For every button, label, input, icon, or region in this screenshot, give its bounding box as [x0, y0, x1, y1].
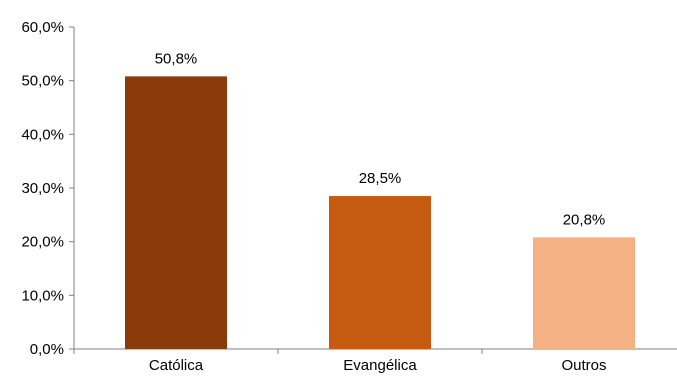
data-label: 28,5%: [359, 170, 402, 187]
category-label: Católica: [149, 357, 204, 374]
data-label: 20,8%: [563, 211, 606, 228]
y-tick-label: 0,0%: [30, 341, 64, 358]
bar-1: [125, 76, 227, 349]
data-label: 50,8%: [155, 50, 198, 67]
y-tick-label: 60,0%: [21, 19, 64, 36]
x-axis: Católica Evangélica Outros: [73, 348, 677, 374]
y-tick-label: 50,0%: [21, 73, 64, 90]
y-axis: 0,0% 10,0% 20,0% 30,0% 40,0% 50,0% 60,0%: [21, 19, 75, 358]
y-tick-label: 30,0%: [21, 180, 64, 197]
y-tick-label: 40,0%: [21, 126, 64, 143]
category-label: Outros: [561, 357, 606, 374]
category-label: Evangélica: [343, 357, 417, 374]
bar-2: [329, 196, 431, 349]
y-tick-label: 10,0%: [21, 287, 64, 304]
bar-3: [533, 237, 635, 349]
y-tick-label: 20,0%: [21, 234, 64, 251]
bars: [125, 76, 635, 349]
data-labels: 50,8% 28,5% 20,8%: [155, 50, 606, 228]
